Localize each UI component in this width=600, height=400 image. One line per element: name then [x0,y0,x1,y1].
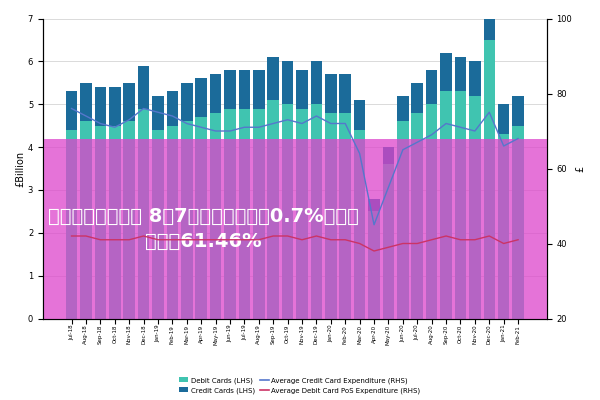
Bar [469,96,481,318]
Bar [426,70,437,104]
Bar [426,104,437,318]
Bar [109,87,121,126]
Bar [167,91,178,126]
Bar [224,108,236,318]
Bar [95,87,106,126]
Legend: Debit Cards (LHS), Credit Cards (LHS), Average Credit Card Expenditure (RHS), Av: Debit Cards (LHS), Credit Cards (LHS), A… [177,374,423,396]
Bar [455,91,466,318]
Bar [152,96,164,130]
Bar [440,53,452,91]
Bar [440,91,452,318]
Bar [282,104,293,318]
Bar [196,117,207,318]
Y-axis label: £Billion: £Billion [15,150,25,186]
Bar [152,130,164,318]
Bar [80,121,92,318]
Y-axis label: £: £ [575,165,585,172]
Bar [512,96,524,126]
Bar [311,61,322,104]
Bar [253,70,265,108]
Bar [368,211,380,318]
Bar [296,70,308,108]
Bar [66,91,77,130]
Bar [138,108,149,318]
Bar [383,147,394,164]
Bar [181,121,193,318]
Bar [325,113,337,318]
Bar [253,108,265,318]
Bar [498,134,509,318]
Bar [325,74,337,113]
Bar [196,78,207,117]
Bar [80,83,92,121]
Bar [95,126,106,318]
Bar [138,66,149,108]
Bar [354,100,365,130]
Bar [124,121,135,318]
Bar [484,40,495,318]
Bar [239,108,250,318]
Bar [224,70,236,108]
Bar [498,104,509,134]
Bar [181,83,193,121]
Bar [455,57,466,91]
Bar [268,57,279,100]
Bar [383,164,394,318]
Bar [397,96,409,121]
Bar [484,0,495,40]
Bar [167,126,178,318]
Bar [311,104,322,318]
Bar [397,121,409,318]
Bar [469,61,481,96]
Bar [368,198,380,211]
Bar [296,108,308,318]
Bar [354,130,365,318]
Bar [210,74,221,113]
Bar [268,100,279,318]
Bar [512,126,524,318]
Bar [109,126,121,318]
Bar [340,74,351,113]
Bar [340,113,351,318]
Bar [282,61,293,104]
Text: 股票配资平台正规 8月7日金宏转傘下跌0.7%，转股
溢价率61.46%: 股票配资平台正规 8月7日金宏转傘下跌0.7%，转股 溢价率61.46% [48,206,359,250]
Bar [239,70,250,108]
Bar [43,138,547,318]
Bar [412,83,423,113]
Bar [210,113,221,318]
Bar [124,83,135,121]
Bar [412,113,423,318]
Bar [66,130,77,318]
